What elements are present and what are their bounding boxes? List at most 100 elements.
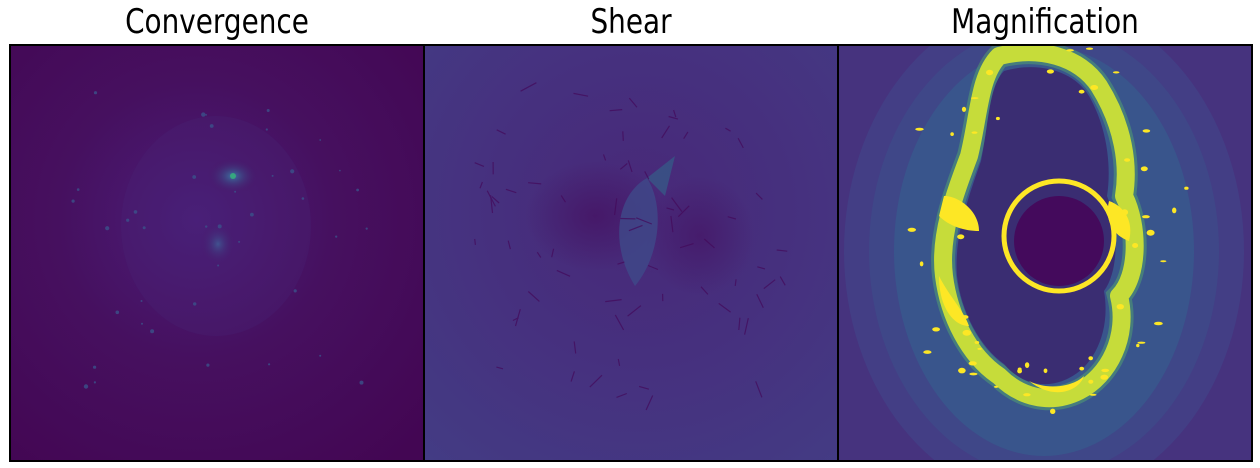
subhalo-dot — [206, 363, 210, 367]
caustic-speck — [977, 347, 982, 350]
shear-feature — [573, 341, 577, 354]
subhalo-dot — [209, 124, 214, 128]
subhalo-dot — [193, 302, 197, 306]
caustic-speck — [957, 234, 965, 240]
shear-feature — [474, 238, 476, 245]
caustic-speck — [1146, 229, 1155, 236]
shear-feature — [670, 215, 674, 233]
subhalo-dot — [319, 139, 322, 141]
caustic-speck — [1137, 341, 1146, 344]
shear-feature — [616, 392, 628, 398]
caustic-speck — [1184, 186, 1189, 190]
caustic-speck — [968, 361, 977, 366]
shear-feature — [528, 182, 542, 185]
caustic-speck — [1112, 71, 1120, 74]
caustic-speck — [1088, 379, 1094, 384]
shear-feature — [638, 385, 650, 390]
magnification-image — [839, 46, 1251, 460]
shear-feature — [727, 216, 737, 220]
shear-feature — [609, 109, 623, 112]
magnification-map — [837, 44, 1253, 462]
subhalo-dot — [142, 226, 146, 230]
subhalo-dot — [140, 300, 143, 302]
subhalo-dot — [234, 190, 237, 193]
shear-feature — [738, 317, 741, 331]
shear-feature — [496, 366, 504, 370]
shear-feature — [614, 198, 618, 216]
shear-feature — [628, 224, 643, 232]
shear-feature — [776, 249, 788, 252]
caustic-speck — [1050, 408, 1056, 414]
caustic-speck — [974, 341, 980, 344]
shear-feature — [602, 154, 607, 161]
subhalo-dot — [126, 218, 130, 222]
caustic-speck — [915, 127, 924, 131]
caustic-speck — [950, 132, 954, 136]
shear-feature — [683, 131, 689, 140]
subhalo-dot — [339, 169, 341, 172]
caustic-speck — [1101, 368, 1110, 373]
caustic-speck — [1088, 356, 1093, 361]
panel-title-magnification: Magnification — [951, 2, 1139, 42]
shear-feature — [536, 251, 542, 258]
caustic-speck — [1089, 393, 1097, 396]
shear-feature — [718, 302, 731, 313]
caustic-speck — [1172, 207, 1177, 214]
subhalo-dot — [217, 224, 222, 229]
caustic-speck — [1121, 209, 1129, 216]
subhalo-dot — [201, 112, 206, 117]
caustic-speck — [1024, 362, 1030, 368]
caustic-speck — [971, 131, 978, 134]
shear-feature — [756, 294, 764, 308]
shear-feature — [725, 127, 731, 132]
shear-feature — [700, 286, 709, 295]
caustic-speck — [970, 97, 979, 100]
caustic-speck — [1043, 368, 1048, 374]
subhalo-dot — [359, 380, 364, 385]
caustic-speck — [961, 315, 969, 319]
caustic-speck — [1046, 69, 1054, 74]
subhalo-dot — [93, 365, 97, 369]
subhalo-dot — [141, 322, 143, 325]
caustic-speck — [958, 367, 966, 374]
caustic-speck — [1136, 343, 1140, 348]
shear-feature — [560, 195, 567, 203]
shear-feature — [628, 97, 638, 108]
shear-feature — [744, 317, 749, 335]
subhalo-dot — [238, 240, 241, 243]
caustic-speck — [1142, 129, 1151, 133]
shear-feature — [527, 291, 540, 302]
caustic-speck — [1078, 89, 1085, 94]
shear-feature — [755, 192, 763, 200]
shear-feature — [605, 299, 622, 303]
caustic-speck — [932, 327, 940, 332]
subhalo-dot — [93, 381, 96, 384]
subhalo-dot — [205, 114, 208, 116]
caustic-speck — [1100, 374, 1109, 380]
shear-feature — [556, 269, 571, 277]
shear-feature — [673, 109, 677, 118]
subhalo-dot — [205, 225, 208, 228]
convergence-image — [11, 46, 423, 460]
caustic-speck — [1123, 227, 1129, 232]
shear-feature — [647, 264, 659, 271]
subhalo-dot — [290, 169, 295, 174]
shear-map — [423, 44, 839, 462]
caustic-speck — [1116, 304, 1124, 310]
subhalo-dot — [76, 188, 80, 191]
shear-feature — [679, 243, 694, 249]
panel-title-shear: Shear — [590, 2, 672, 42]
caustic-speck — [1154, 321, 1163, 326]
shear-feature — [520, 82, 537, 92]
subhalo-dot — [150, 329, 155, 334]
subhalo-dot — [105, 226, 110, 231]
subhalo-dot — [93, 91, 98, 95]
shear-feature — [757, 266, 766, 270]
shear-feature — [668, 115, 679, 120]
subhalo-dot — [266, 109, 270, 112]
shear-feature — [666, 207, 675, 211]
shear-feature — [614, 314, 625, 331]
subhalo-dot — [268, 363, 271, 366]
caustic-speck — [994, 385, 999, 388]
shear-feature — [755, 381, 763, 398]
